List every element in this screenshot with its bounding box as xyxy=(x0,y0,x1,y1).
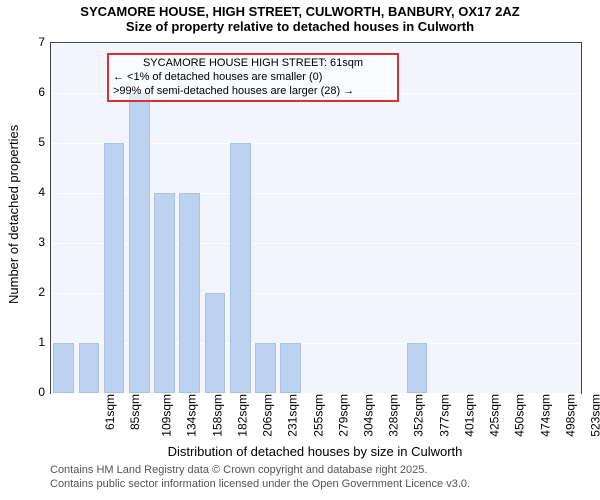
y-axis-label: Number of detached properties xyxy=(6,125,21,304)
annotation-line: SYCAMORE HOUSE HIGH STREET: 61sqm xyxy=(113,57,393,71)
bar xyxy=(53,343,74,393)
y-tick-label: 7 xyxy=(25,35,45,49)
y-tick-label: 5 xyxy=(25,135,45,149)
y-tick-label: 3 xyxy=(25,235,45,249)
x-tick-label: 109sqm xyxy=(160,394,174,437)
x-tick-label: 450sqm xyxy=(513,394,527,437)
bar xyxy=(230,143,251,393)
bar xyxy=(205,293,226,393)
bar xyxy=(154,193,175,393)
annotation-box: SYCAMORE HOUSE HIGH STREET: 61sqm← <1% o… xyxy=(107,53,399,102)
x-tick-label: 279sqm xyxy=(336,394,350,437)
page-subtitle: Size of property relative to detached ho… xyxy=(0,19,600,34)
bar xyxy=(280,343,301,393)
bar xyxy=(129,93,150,393)
x-tick-label: 231sqm xyxy=(286,394,300,437)
x-tick-label: 328sqm xyxy=(387,394,401,437)
x-tick-label: 498sqm xyxy=(564,394,578,437)
chart-plot-area: SYCAMORE HOUSE HIGH STREET: 61sqm← <1% o… xyxy=(50,42,582,394)
credit-line-2: Contains public sector information licen… xyxy=(50,478,470,490)
x-tick-label: 158sqm xyxy=(210,394,224,437)
x-axis-label: Distribution of detached houses by size … xyxy=(50,444,580,459)
y-tick-label: 1 xyxy=(25,335,45,349)
bar xyxy=(79,343,100,393)
x-tick-label: 304sqm xyxy=(362,394,376,437)
y-tick-label: 4 xyxy=(25,185,45,199)
x-tick-label: 61sqm xyxy=(103,394,117,430)
annotation-line: ← <1% of detached houses are smaller (0) xyxy=(113,71,393,85)
x-tick-label: 182sqm xyxy=(236,394,250,437)
bar xyxy=(179,193,200,393)
x-tick-label: 425sqm xyxy=(488,394,502,437)
x-tick-label: 474sqm xyxy=(538,394,552,437)
x-tick-label: 255sqm xyxy=(311,394,325,437)
bar xyxy=(255,343,276,393)
x-tick-label: 134sqm xyxy=(185,394,199,437)
x-tick-label: 206sqm xyxy=(261,394,275,437)
x-tick-label: 377sqm xyxy=(437,394,451,437)
page-title: SYCAMORE HOUSE, HIGH STREET, CULWORTH, B… xyxy=(0,0,600,19)
annotation-line: >99% of semi-detached houses are larger … xyxy=(113,85,393,99)
y-tick-label: 6 xyxy=(25,85,45,99)
x-tick-label: 352sqm xyxy=(412,394,426,437)
bar xyxy=(104,143,125,393)
y-tick-label: 2 xyxy=(25,285,45,299)
gridline xyxy=(51,43,581,44)
x-tick-label: 523sqm xyxy=(589,394,600,437)
x-tick-label: 401sqm xyxy=(463,394,477,437)
credit-line-1: Contains HM Land Registry data © Crown c… xyxy=(50,464,427,476)
x-tick-label: 85sqm xyxy=(128,394,142,430)
bar xyxy=(407,343,428,393)
y-tick-label: 0 xyxy=(25,385,45,399)
